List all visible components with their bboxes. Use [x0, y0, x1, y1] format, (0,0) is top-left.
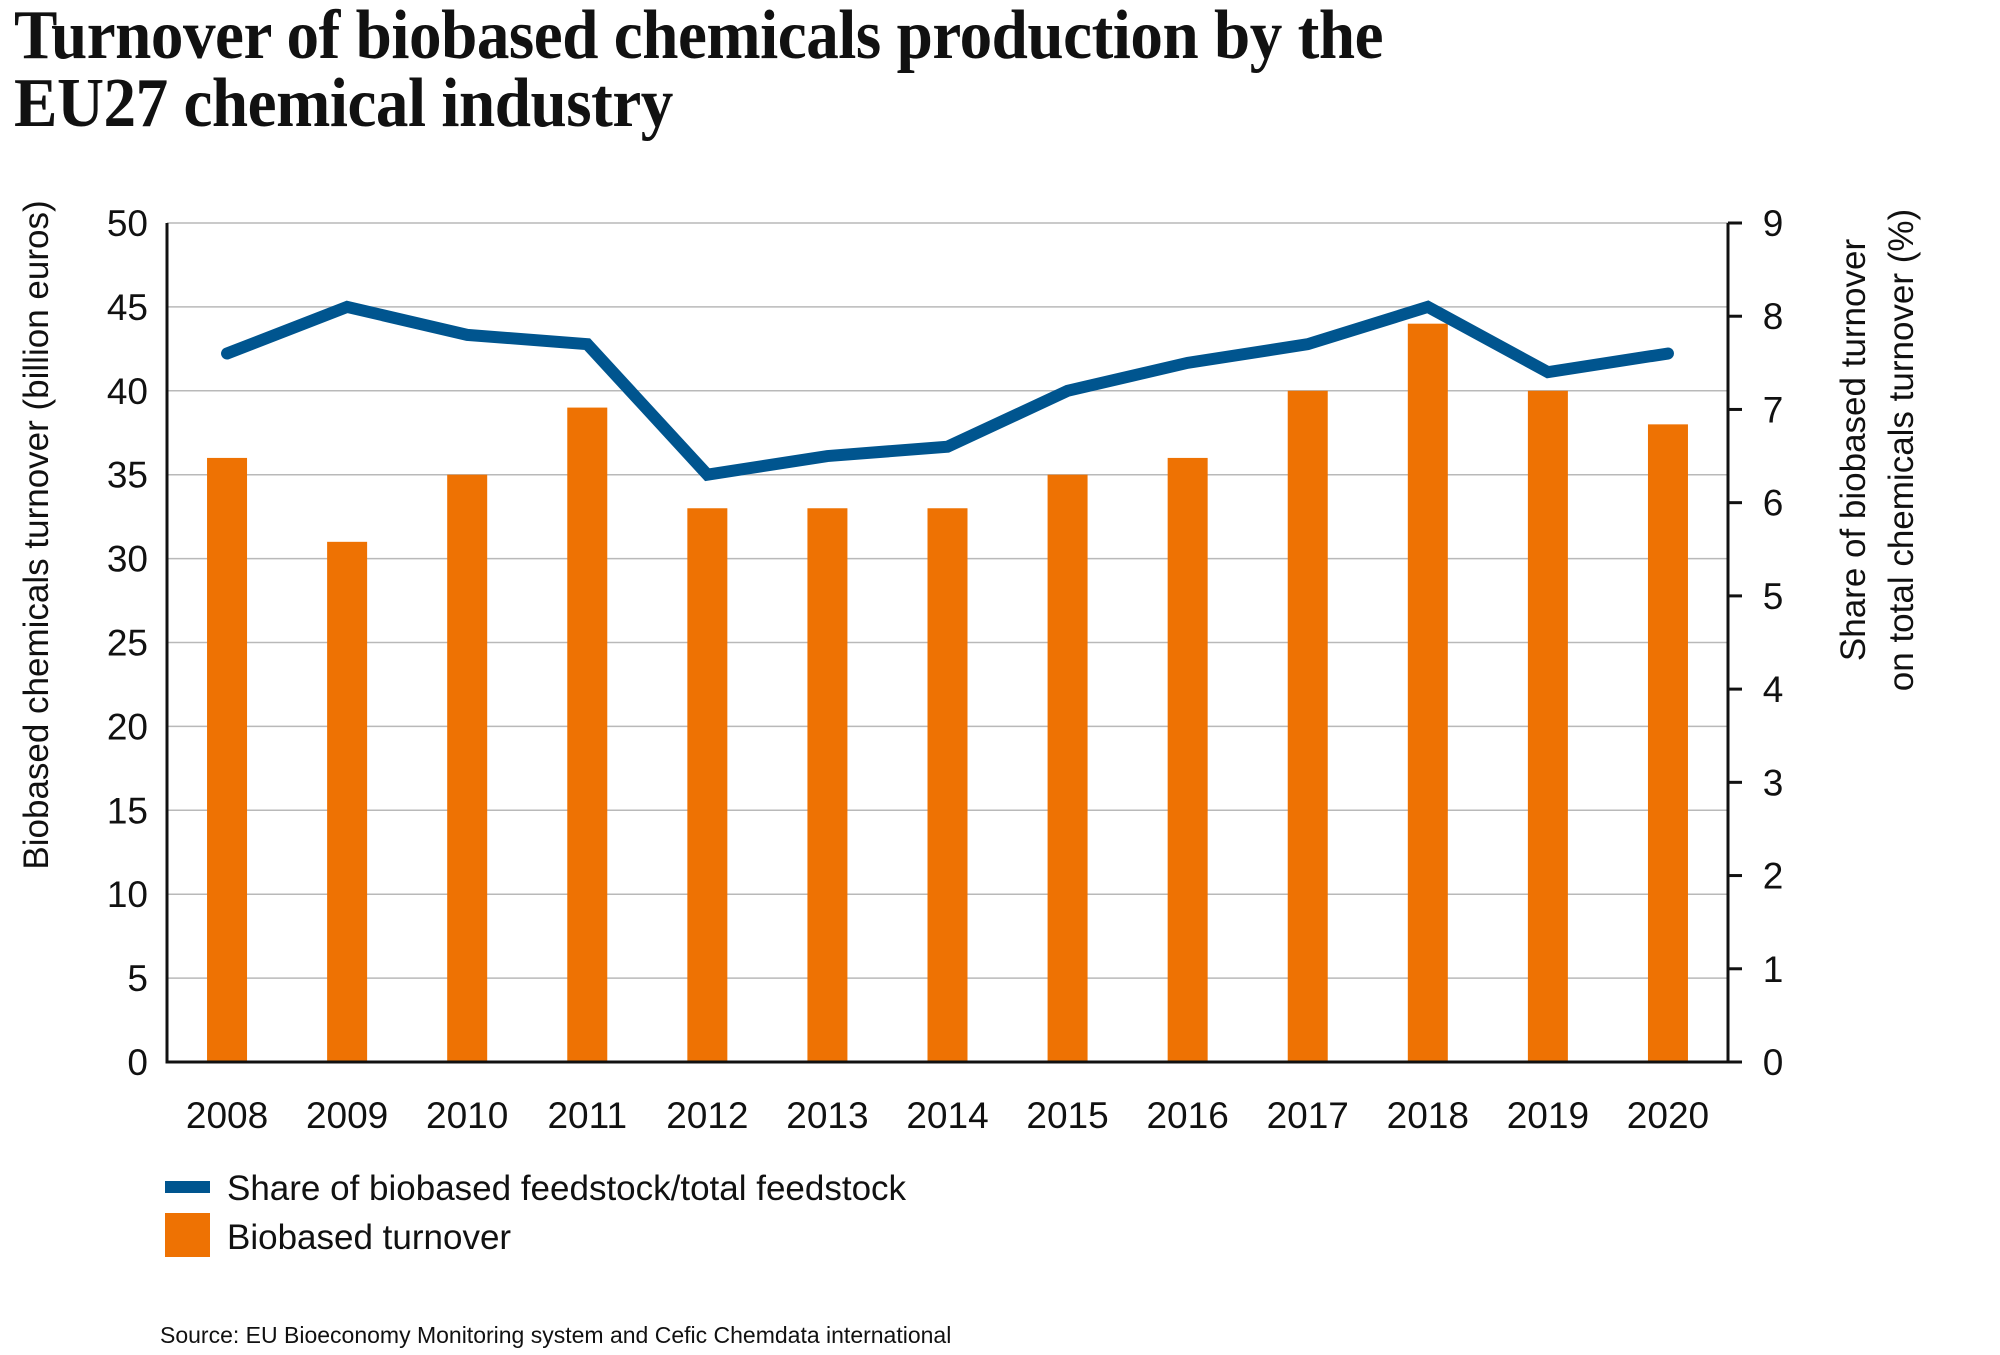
x-tick-2017: 2017: [1267, 1095, 1349, 1136]
x-tick-2012: 2012: [666, 1095, 748, 1136]
bar-2010: [447, 474, 488, 1062]
right-axis-title: Share of biobased turnover on total chem…: [1834, 209, 1921, 691]
x-tick-2011: 2011: [547, 1095, 627, 1136]
share-line: [221, 300, 1674, 482]
x-tick-2013: 2013: [786, 1095, 868, 1136]
left-tick-25: 25: [107, 623, 148, 664]
right-axis-tick-labels: 0 1 2 3 4 5 6 7 8 9: [1728, 203, 1783, 1083]
left-tick-40: 40: [107, 371, 148, 412]
chart-title-line-1: Turnover of biobased chemicals productio…: [14, 0, 1384, 74]
chart-title-line-2: EU27 chemical industry: [14, 65, 673, 142]
right-tick-0: 0: [1763, 1042, 1784, 1083]
bar-2008: [207, 457, 248, 1062]
legend-label-turnover: Biobased turnover: [227, 1218, 511, 1257]
left-tick-35: 35: [107, 455, 148, 496]
right-tick-3: 3: [1763, 762, 1784, 803]
bar-2014: [927, 508, 968, 1062]
bar-2020: [1647, 424, 1688, 1062]
left-tick-0: 0: [127, 1042, 148, 1083]
bar-2011: [567, 407, 608, 1063]
bar-2015: [1047, 474, 1088, 1062]
chart-title: Turnover of biobased chemicals productio…: [14, 0, 1595, 139]
right-tick-7: 7: [1763, 389, 1784, 430]
left-tick-10: 10: [107, 874, 148, 915]
right-tick-2: 2: [1763, 856, 1784, 897]
right-axis-title-line-1: Share of biobased turnover: [1834, 239, 1873, 662]
x-tick-2015: 2015: [1026, 1095, 1108, 1136]
bar-series-biobased-turnover: [207, 323, 1688, 1063]
x-tick-2014: 2014: [906, 1095, 988, 1136]
left-tick-50: 50: [107, 203, 148, 244]
bar-2009: [327, 541, 368, 1062]
legend-bar-swatch: [165, 1213, 210, 1257]
legend-line-swatch: [165, 1181, 210, 1193]
axes: [165, 223, 1730, 1064]
right-tick-5: 5: [1763, 576, 1784, 617]
left-tick-5: 5: [127, 958, 148, 999]
legend: Share of biobased feedstock/total feedst…: [165, 1169, 907, 1257]
bar-2018: [1407, 323, 1448, 1062]
left-tick-30: 30: [107, 539, 148, 580]
bar-2016: [1167, 457, 1208, 1062]
x-tick-2018: 2018: [1387, 1095, 1469, 1136]
right-tick-8: 8: [1763, 296, 1784, 337]
right-tick-6: 6: [1763, 483, 1784, 524]
bar-2019: [1527, 390, 1568, 1062]
left-axis-title: Biobased chemicals turnover (billion eur…: [17, 200, 56, 869]
line-series-biobased-share: [221, 300, 1674, 482]
legend-item-share: Share of biobased feedstock/total feedst…: [165, 1169, 907, 1208]
legend-item-turnover: Biobased turnover: [165, 1213, 511, 1257]
right-tick-4: 4: [1763, 669, 1784, 710]
right-axis-title-line-2: on total chemicals turnover (%): [1882, 209, 1921, 691]
legend-label-share: Share of biobased feedstock/total feedst…: [227, 1169, 907, 1208]
left-axis-tick-labels: 0 5 10 15 20 25 30 35 40 45 50: [107, 203, 148, 1083]
x-tick-2019: 2019: [1507, 1095, 1589, 1136]
x-tick-2020: 2020: [1627, 1095, 1709, 1136]
left-tick-15: 15: [107, 790, 148, 831]
left-tick-45: 45: [107, 287, 148, 328]
x-tick-2009: 2009: [306, 1095, 388, 1136]
x-axis-tick-labels: 2008 2009 2010 2011 2012 2013 2014 2015 2016 2017…: [186, 1095, 1709, 1136]
left-tick-20: 20: [107, 706, 148, 747]
x-tick-2016: 2016: [1146, 1095, 1228, 1136]
x-tick-2008: 2008: [186, 1095, 268, 1136]
right-tick-1: 1: [1763, 949, 1784, 990]
bar-2017: [1287, 390, 1328, 1062]
x-tick-2010: 2010: [426, 1095, 508, 1136]
source-note: Source: EU Bioeconomy Monitoring system …: [160, 1322, 951, 1348]
right-tick-9: 9: [1763, 203, 1784, 244]
bar-2013: [807, 508, 848, 1062]
bar-2012: [687, 508, 728, 1062]
